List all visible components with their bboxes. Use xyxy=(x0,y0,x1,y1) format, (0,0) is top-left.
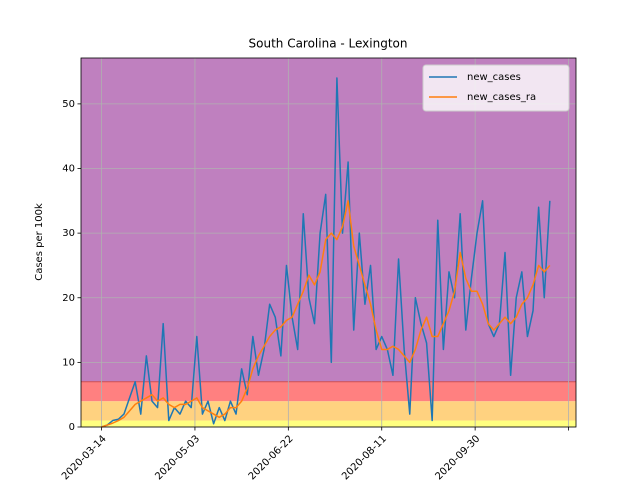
y-axis-label: Cases per 100k xyxy=(34,203,45,281)
plot-frame xyxy=(80,57,577,428)
y-tick-label: 50 xyxy=(62,99,75,110)
x-tick-label: 2020-05-03 xyxy=(153,433,202,480)
threshold-band xyxy=(81,420,576,427)
y-tick-label: 30 xyxy=(62,228,75,239)
y-tick-label: 40 xyxy=(62,164,75,175)
y-tick-label: 20 xyxy=(62,293,75,304)
x-tick-label: 2020-09-30 xyxy=(433,433,482,480)
x-tick-label: 2020-03-14 xyxy=(60,433,109,480)
x-tick-label: 2020-06-22 xyxy=(247,433,296,480)
threshold-band xyxy=(81,401,576,421)
line-series xyxy=(101,77,551,428)
chart-title: South Carolina - Lexington xyxy=(249,37,408,51)
line-series xyxy=(101,200,551,428)
legend-label: new_cases_ra xyxy=(467,92,536,103)
y-tick-label: 10 xyxy=(62,357,75,368)
y-tick-label: 0 xyxy=(69,422,75,433)
legend-box xyxy=(422,64,570,112)
threshold-band xyxy=(81,381,576,402)
x-tick-label: 2020-08-11 xyxy=(340,433,389,480)
legend-label: new_cases xyxy=(467,72,521,83)
